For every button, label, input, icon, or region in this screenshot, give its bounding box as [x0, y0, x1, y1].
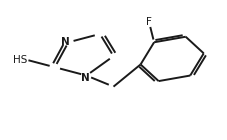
Text: HS: HS: [13, 55, 27, 65]
Text: F: F: [146, 17, 151, 27]
Text: N: N: [81, 73, 90, 83]
Text: N: N: [61, 37, 69, 47]
